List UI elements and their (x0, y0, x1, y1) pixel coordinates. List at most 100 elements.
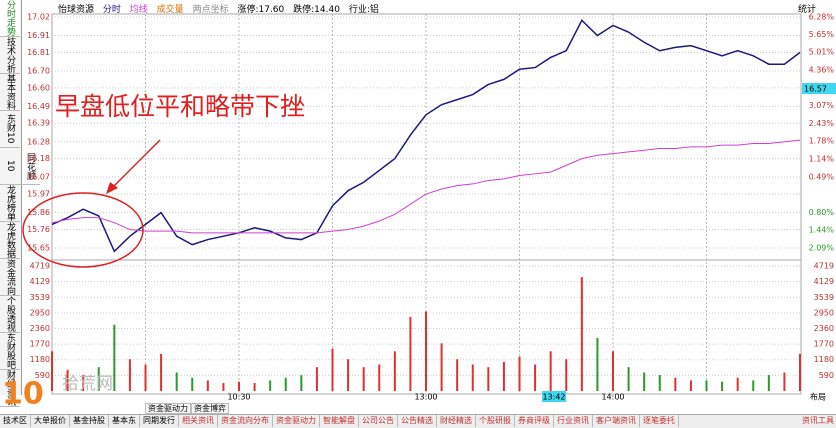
y2-tick-label: 3.07% (809, 101, 835, 110)
side-tab[interactable]: 技术分析 (0, 37, 20, 74)
y-tick-label: 16.91 (27, 31, 50, 40)
two-point[interactable]: 两点坐标 (192, 5, 229, 15)
volume-tick-label-right: 2950 (814, 308, 834, 317)
side-tab[interactable]: 东财10 (0, 111, 20, 148)
limit-down: 跌停:14.40 (293, 5, 340, 15)
side-tab[interactable]: 财经资讯 (0, 370, 20, 407)
volume-tick-label-right: 4129 (814, 277, 834, 286)
side-tab[interactable]: 资金流向 (0, 259, 20, 296)
y-tick-label: 16.28 (27, 137, 50, 146)
industry: 行业:铝 (348, 5, 379, 15)
side-tab[interactable]: 同花顺10 (0, 148, 40, 185)
volume-tick-label: 4129 (30, 277, 50, 286)
bottom-tab[interactable]: 基本东 (109, 415, 140, 427)
volume-tick-label-right: 1180 (814, 355, 834, 364)
side-tab[interactable]: 龙虎榜单 (0, 185, 20, 222)
bottom-tab[interactable]: 资金流向分布 (218, 415, 273, 427)
volume-tick-label-right: 2360 (814, 324, 834, 333)
upper-tabs: 资金驱动力 资金博弈 (145, 403, 229, 414)
side-tab[interactable]: 龙虎数据 (0, 222, 20, 259)
cursor-time-box (542, 391, 566, 402)
bottom-tab[interactable]: 同期发行 (140, 415, 179, 427)
bottom-tab[interactable]: 券商评级 (515, 415, 554, 427)
header: 怡球资源 分时 均线 成交量 两点坐标 涨停:17.60 跌停:14.40 行业… (58, 2, 385, 15)
y-tick-label: 15.76 (27, 225, 50, 234)
side-tab[interactable]: 东财股吧 (0, 333, 20, 370)
bottom-tab[interactable]: 逐笔委托 (640, 415, 679, 427)
bottom-tab[interactable]: 公告精选 (398, 415, 437, 427)
y2-tick-label: 1.78% (809, 137, 835, 146)
stats-button[interactable]: 统计 (797, 5, 816, 15)
bottom-tab[interactable]: 资金驱动力 (273, 415, 320, 427)
y-tick-label: 17.02 (27, 13, 50, 22)
bottom-tab[interactable]: 智能解盘 (320, 415, 359, 427)
highlight-ellipse (22, 192, 144, 268)
bottom-tab[interactable]: 基金持股 (70, 415, 109, 427)
volume-tick-label-right: 4719 (814, 262, 834, 271)
y2-tick-label: 2.09% (809, 244, 835, 253)
y-tick-label: 16.07 (27, 173, 50, 182)
y-tick-label: 16.60 (27, 83, 50, 92)
volume-tick-label-right: 1770 (814, 340, 834, 349)
cursor-price-box (802, 83, 836, 94)
volume-tick-label: 2950 (30, 308, 50, 317)
x-tick-label: 10:30 (227, 393, 250, 402)
cursor-price: 16.57 (804, 85, 827, 94)
volume-tick-label-right: 590 (819, 371, 834, 380)
volume-tick-label: 1770 (30, 340, 50, 349)
y2-tick-label: 0.49% (809, 172, 835, 181)
limit-up: 涨停:17.60 (237, 5, 285, 15)
side-tab[interactable]: 基本资料 (0, 74, 20, 111)
y-tick-label: 15.86 (27, 208, 50, 217)
legend-volume[interactable]: 成交量 (156, 5, 184, 15)
watermark: 拾荒网 (62, 374, 113, 394)
y2-tick-label: 2.43% (809, 119, 835, 128)
legend-price[interactable]: 分时 (102, 5, 121, 15)
volume-tick-label: 3539 (30, 293, 50, 302)
y-tick-label: 15.65 (27, 244, 50, 253)
bottom-tab[interactable]: 相关资讯 (179, 415, 218, 427)
bottom-tab[interactable]: 客户端资讯 (593, 415, 640, 427)
upper-tab[interactable]: 资金驱动力 (145, 403, 191, 414)
side-tab[interactable]: 分时走势 (0, 0, 20, 37)
y2-tick-label: 5.65% (809, 30, 835, 39)
y-tick-label: 15.97 (27, 190, 50, 199)
y-tick-label: 16.81 (27, 48, 50, 57)
layout-button[interactable]: 布局 (810, 392, 826, 402)
legend-avg[interactable]: 均线 (129, 5, 148, 15)
y-tick-label: 16.39 (27, 119, 50, 128)
x-tick-label: 14:00 (601, 393, 624, 402)
tools-tab[interactable]: 资讯工具 (802, 415, 834, 426)
bottom-tab[interactable]: 公司公告 (359, 415, 398, 427)
bottom-tab[interactable]: 行业资讯 (554, 415, 593, 427)
watermark-logo: 10 (2, 377, 44, 412)
annotation: 早盘低位平和略带下挫 (55, 92, 305, 121)
x-tick-label: 13:00 (414, 393, 437, 402)
stock-name: 怡球资源 (58, 5, 95, 15)
y2-tick-label: 4.36% (809, 65, 835, 74)
bottom-tab[interactable]: 个股研报 (476, 415, 515, 427)
y-tick-label: 16.18 (27, 154, 50, 163)
chart: 15.65 15.76 15.86 15.97 16.07 16.18 16.28 16.39… (2, 13, 836, 412)
arrow-head (106, 182, 118, 194)
bottom-tab[interactable]: 大单报价 (31, 415, 70, 427)
arrow-shaft (111, 139, 161, 189)
upper-tab[interactable]: 资金博弈 (191, 403, 229, 414)
series-line (51, 19, 801, 253)
y-tick-label: 16.70 (27, 66, 50, 75)
volume-tick-label: 2360 (30, 324, 50, 333)
side-tabs: 分时走势 技术分析 基本资料 东财10 同花顺10 龙虎榜单 龙虎数据 资金流向 个股透视 东财股… (0, 0, 40, 407)
series-line (51, 139, 801, 234)
volume-tick-label: 4719 (30, 262, 50, 271)
cursor-time: 13:42 (542, 393, 565, 402)
bottom-tab[interactable]: 财经精选 (437, 415, 476, 427)
y2-tick-label: 1.14% (809, 154, 835, 163)
y2-tick-label: 5.01% (809, 48, 835, 57)
volume-tick-label-right: 3539 (814, 293, 834, 302)
volume-tick-label: 1180 (30, 355, 50, 364)
y2-tick-label: 1.44% (809, 226, 835, 235)
y2-tick-label: 6.28% (809, 13, 835, 22)
side-tab[interactable]: 个股透视 (0, 296, 20, 333)
bottom-tab[interactable]: 技术区 (0, 415, 31, 427)
